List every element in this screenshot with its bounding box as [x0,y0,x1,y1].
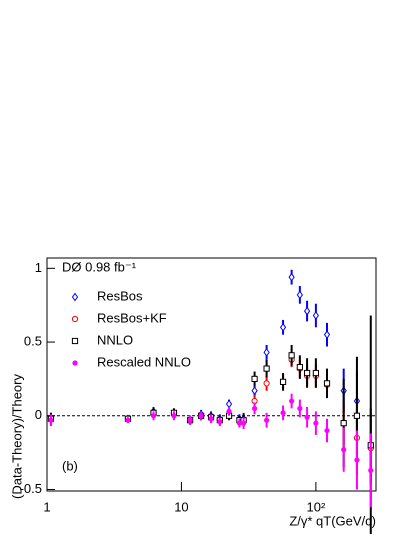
marker [150,413,157,419]
legend-marker [71,292,79,302]
marker [251,375,258,383]
legend-marker [71,337,79,345]
x-tick-label: 10² [306,499,325,514]
marker [251,386,258,396]
y-tick-label: 0.5 [24,333,42,348]
marker [48,417,54,423]
marker [225,399,233,409]
y-tick-label: 0 [35,407,42,422]
legend-marker [72,360,78,366]
y-tick-label: 1 [35,260,42,275]
marker [353,412,361,419]
marker [279,322,287,332]
marker [171,413,177,419]
marker [303,369,311,377]
marker [125,417,131,423]
marker [263,365,270,372]
marker [324,427,330,434]
marker [280,410,286,416]
legend-marker [71,315,79,323]
marker [263,380,270,387]
legend-label: NNLO [97,332,133,347]
marker [313,420,319,426]
marker [296,364,303,371]
x-tick-label: 10 [174,499,188,514]
x-tick-label: 1 [43,499,50,514]
y-axis-label: (Data-Theory)/Theory [9,374,24,499]
marker [368,467,374,473]
marker [217,419,223,425]
marker [323,330,331,340]
marker [312,369,319,377]
plot-frame [46,257,377,492]
annotation: (b) [62,458,78,473]
marker [198,413,204,419]
marker [241,420,247,426]
marker [208,416,214,422]
marker [296,290,303,300]
marker [297,405,303,412]
marker [187,417,193,423]
marker [354,457,360,463]
marker [341,447,347,453]
legend-label: Rescaled NNLO [97,354,191,369]
marker [304,414,310,420]
marker [279,378,287,385]
marker [312,311,319,320]
marker [226,408,232,414]
marker [264,417,270,423]
legend-label: ResBos [97,288,143,303]
annotation: DØ 0.98 fb⁻¹ [62,259,137,274]
marker [251,405,258,412]
marker [263,348,270,357]
legend-label: ResBos+KF [97,310,167,325]
marker [340,420,347,427]
marker [288,352,295,359]
marker [288,272,295,282]
y-tick-label: -0.5 [20,481,42,496]
marker [236,420,243,426]
marker [323,380,331,387]
marker [289,398,295,404]
x-axis-label: Z/γ* qT(GeV/c) [289,513,376,528]
marker [303,306,311,316]
